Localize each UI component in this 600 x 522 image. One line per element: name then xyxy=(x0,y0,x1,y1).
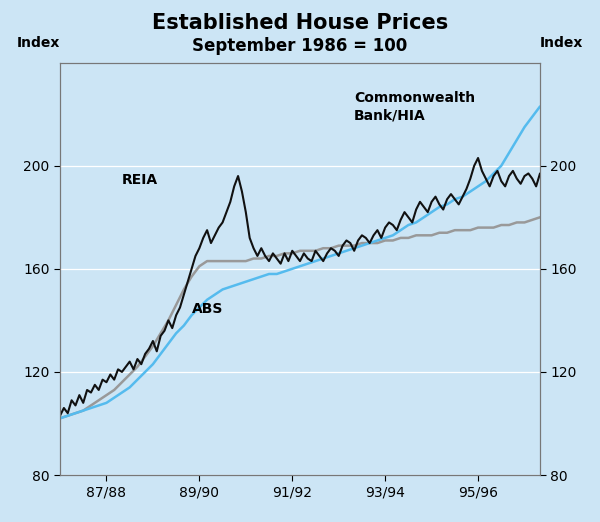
Text: ABS: ABS xyxy=(191,302,223,316)
Text: Index: Index xyxy=(540,36,583,50)
Text: Established House Prices: Established House Prices xyxy=(152,13,448,33)
Text: REIA: REIA xyxy=(122,173,158,187)
Text: Index: Index xyxy=(17,36,60,50)
Text: September 1986 = 100: September 1986 = 100 xyxy=(193,37,407,54)
Text: Commonwealth
Bank/HIA: Commonwealth Bank/HIA xyxy=(354,91,475,122)
